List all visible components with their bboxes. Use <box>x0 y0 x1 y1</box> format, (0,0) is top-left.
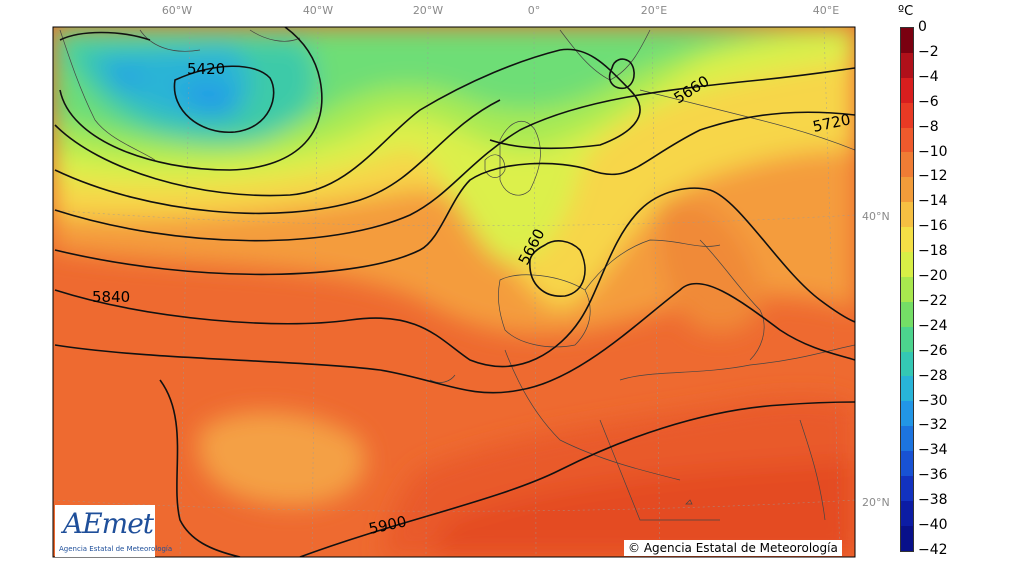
colorbar-segment <box>901 127 913 153</box>
lon-label-40w: 40°W <box>302 4 334 17</box>
colorbar-segment <box>901 301 913 327</box>
colorbar-tick-label: −40 <box>918 517 948 534</box>
colorbar-segment <box>901 401 913 427</box>
coastlines <box>59 29 855 521</box>
colorbar-segment <box>901 52 913 78</box>
colorbar-segment <box>901 326 913 352</box>
colorbar-segment <box>901 476 913 501</box>
colorbar-segment <box>901 426 913 452</box>
aemet-logo: AEmet Agencia Estatal de Meteorología <box>55 505 172 557</box>
colorbar-tick-label: −30 <box>918 392 948 409</box>
colorbar-tick-label: −6 <box>918 93 939 110</box>
lat-label-20n: 20°N <box>862 496 890 509</box>
lon-label-20e: 20°E <box>640 4 668 17</box>
colorbar-tick-label: −34 <box>918 442 948 459</box>
colorbar-tick-label: −8 <box>918 118 939 135</box>
colorbar-segment <box>901 451 913 477</box>
colorbar-segment <box>901 276 913 302</box>
colorbar-segment <box>901 177 913 203</box>
colorbar-unit: ºC <box>898 4 914 19</box>
colorbar-tick-label: −28 <box>918 367 948 384</box>
geopotential-contours <box>54 27 855 557</box>
colorbar-tick-label: −32 <box>918 417 948 434</box>
colorbar-segment <box>901 500 913 526</box>
colorbar-segment <box>901 202 913 228</box>
contour-label-5840: 5840 <box>92 288 130 306</box>
colorbar-segment <box>901 227 913 253</box>
colorbar-tick-label: −10 <box>918 143 948 160</box>
colorbar-segment <box>901 252 913 277</box>
colorbar-tick-label: 0 <box>918 19 927 35</box>
colorbar-tick-label: −22 <box>918 292 948 309</box>
colorbar-segment <box>901 28 913 53</box>
colorbar-tick-label: −36 <box>918 467 948 484</box>
colorbar-segment <box>901 77 913 103</box>
colorbar-tick-label: −26 <box>918 342 948 359</box>
colorbar-tick-label: −14 <box>918 193 948 210</box>
colorbar-segment <box>901 351 913 377</box>
colorbar-tick-label: −42 <box>918 542 948 558</box>
colorbar-segment <box>901 376 913 402</box>
colorbar-segment <box>901 102 913 128</box>
copyright-notice: © Agencia Estatal de Meteorología <box>624 540 842 556</box>
colorbar-tick-label: −12 <box>918 168 948 185</box>
contour-label-5420: 5420 <box>187 60 225 78</box>
colorbar-segment <box>901 525 913 551</box>
colorbar-segment <box>901 152 913 178</box>
graticule <box>53 27 855 557</box>
lon-label-20w: 20°W <box>412 4 444 17</box>
colorbar-tick-label: −4 <box>918 68 939 85</box>
colorbar <box>900 27 914 552</box>
lon-label-60w: 60°W <box>161 4 193 17</box>
colorbar-tick-label: −20 <box>918 268 948 285</box>
colorbar-tick-label: −24 <box>918 317 948 334</box>
colorbar-tick-label: −2 <box>918 43 939 60</box>
temperature-field <box>53 27 855 557</box>
logo-subtitle: Agencia Estatal de Meteorología <box>59 545 173 553</box>
colorbar-tick-label: −16 <box>918 218 948 235</box>
lon-label-40e: 40°E <box>812 4 840 17</box>
logo-text: AEmet <box>63 507 154 540</box>
lat-label-40n: 40°N <box>862 210 890 223</box>
lon-label-0: 0° <box>527 4 541 17</box>
colorbar-tick-label: −18 <box>918 243 948 260</box>
colorbar-tick-label: −38 <box>918 492 948 509</box>
